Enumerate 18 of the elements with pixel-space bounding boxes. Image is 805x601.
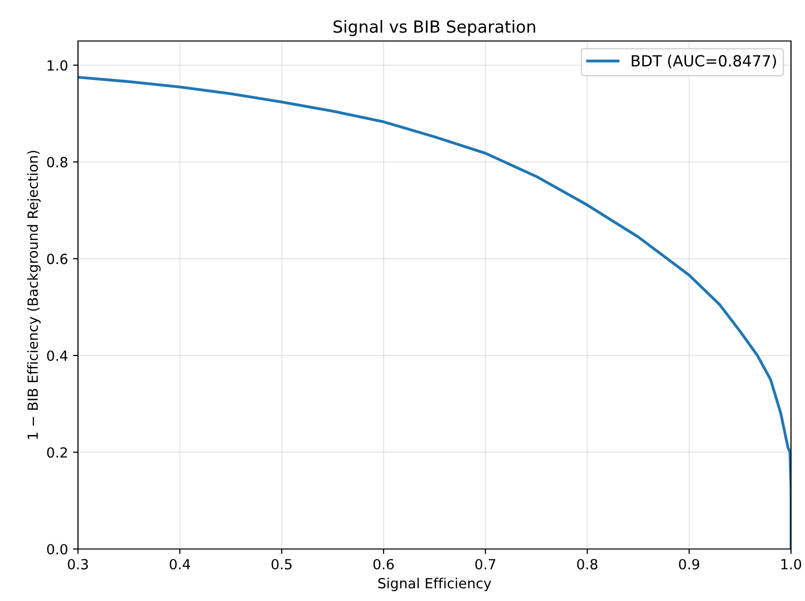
y-tick-label: 0.0 <box>47 544 68 554</box>
x-tick-label: 1.0 <box>781 558 802 570</box>
y-tick-label: 0.6 <box>47 254 68 264</box>
x-tick-label: 0.3 <box>68 558 88 570</box>
x-tick-label: 0.6 <box>373 558 394 570</box>
y-tick-label: 0.8 <box>47 156 68 168</box>
x-tick-label: 0.9 <box>679 558 700 570</box>
x-tick-label: 0.5 <box>272 558 292 570</box>
chart-title: Signal vs BIB Separation <box>334 20 536 36</box>
y-tick-label: 1.0 <box>48 60 68 71</box>
x-tick-label: 0.7 <box>475 558 496 570</box>
y-tick-label: 0.4 <box>47 350 68 361</box>
legend-label: BDT (AUC=0.8477) <box>632 54 776 68</box>
y-tick-label: 0.2 <box>47 447 67 458</box>
x-tick-label: 0.4 <box>170 558 190 570</box>
y-axis-title: 1 − BIB Efficiency (Background Rejection) <box>27 150 41 439</box>
x-axis-title: Signal Efficiency <box>378 578 492 592</box>
x-tick-label: 0.8 <box>577 558 598 570</box>
